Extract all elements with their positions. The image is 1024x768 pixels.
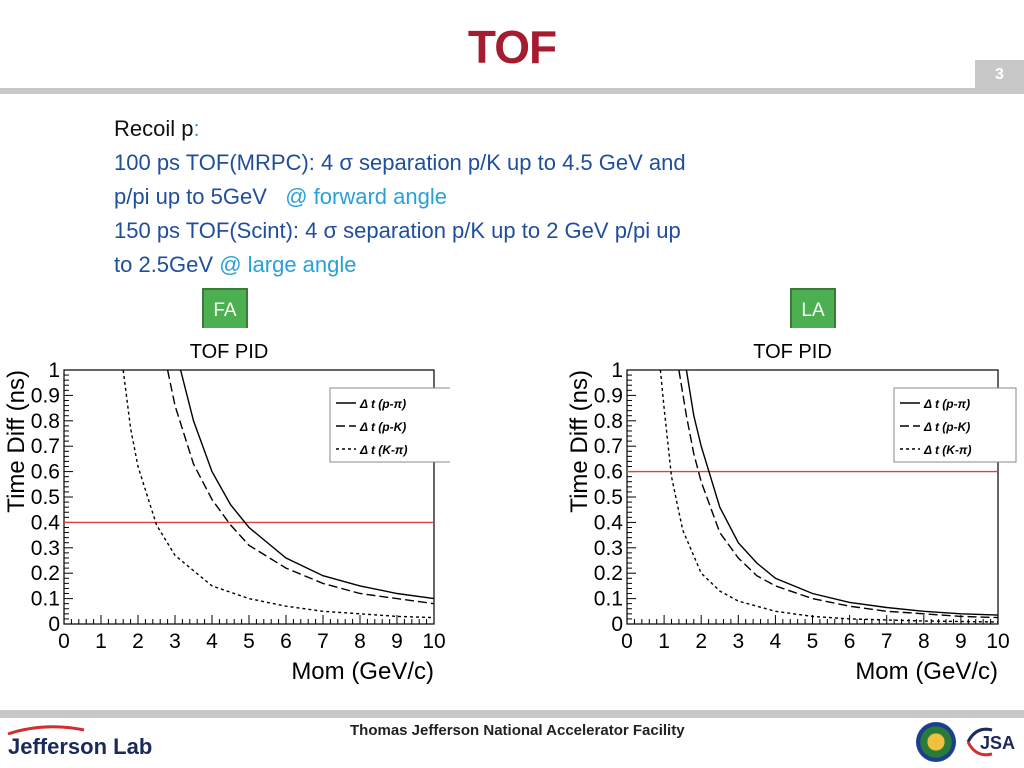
y-tick-label: 0.8 bbox=[31, 410, 60, 433]
legend-label: Δ t (p-π) bbox=[923, 397, 970, 411]
x-tick-label: 9 bbox=[391, 630, 403, 653]
y-tick-label: 0.8 bbox=[594, 410, 623, 433]
x-tick-label: 2 bbox=[695, 630, 707, 653]
y-tick-label: 0.6 bbox=[594, 461, 623, 484]
doe-seal-icon bbox=[916, 722, 956, 762]
y-tick-label: 0.4 bbox=[31, 511, 61, 534]
fa-tag: FA bbox=[202, 288, 248, 328]
y-tick-label: 0.1 bbox=[31, 588, 60, 611]
chart-panel-fa: TOF PID 0 1 2 3 4 5 6 7 8 9 10 0 0.1 0.2 0.3 0.4 0.5 0.6 0.… bbox=[0, 328, 450, 700]
y-tick-label: 0.3 bbox=[31, 537, 60, 560]
page-number: 3 bbox=[975, 60, 1024, 94]
jefferson-lab-text: Jefferson Lab bbox=[8, 734, 152, 759]
x-tick-label: 1 bbox=[95, 630, 107, 653]
recoil-colon: : bbox=[193, 116, 200, 141]
jsa-text: JSA bbox=[980, 733, 1015, 753]
series-line-dashed bbox=[678, 369, 999, 619]
body-line-3: p/pi up to 5GeV @ forward angle bbox=[114, 180, 794, 214]
y-tick-label: 0.9 bbox=[594, 384, 623, 407]
slide-title: TOF bbox=[467, 21, 557, 73]
y-tick-label: 0.9 bbox=[31, 384, 60, 407]
footer-divider bbox=[0, 710, 1024, 718]
x-tick-label: 7 bbox=[881, 630, 893, 653]
title-divider bbox=[0, 88, 975, 94]
chart-title: TOF PID bbox=[753, 341, 832, 363]
series-line-dashed bbox=[166, 369, 435, 605]
legend-label: Δ t (p-K) bbox=[359, 420, 406, 434]
y-tick-label: 0.4 bbox=[594, 511, 624, 534]
y-tick-label: 0 bbox=[48, 613, 60, 636]
y-tick-label: 0.3 bbox=[594, 537, 623, 560]
la-tag: LA bbox=[790, 288, 836, 328]
legend-label: Δ t (p-K) bbox=[923, 420, 970, 434]
series-line-dotted bbox=[122, 369, 435, 619]
y-tick-label: 0.7 bbox=[31, 435, 60, 458]
x-tick-label: 7 bbox=[317, 630, 329, 653]
x-tick-label: 4 bbox=[206, 630, 218, 653]
y-tick-label: 0.5 bbox=[594, 486, 623, 509]
chart-panel-la: TOF PID 0 1 2 3 4 5 6 7 8 9 10 0 0.1 0.2 0.3 0.4 0.5 0.6 0.… bbox=[514, 328, 1024, 700]
x-tick-label: 6 bbox=[280, 630, 292, 653]
y-tick-label: 0.2 bbox=[594, 562, 623, 585]
y-tick-label: 1 bbox=[611, 359, 623, 382]
jsa-logo: JSA bbox=[966, 727, 1015, 757]
forward-angle-label: @ forward angle bbox=[285, 184, 447, 209]
x-tick-label: 9 bbox=[955, 630, 967, 653]
body-line-1: Recoil p: bbox=[114, 112, 794, 146]
y-tick-label: 0 bbox=[611, 613, 623, 636]
x-tick-label: 0 bbox=[621, 630, 633, 653]
y-tick-label: 0.5 bbox=[31, 486, 60, 509]
x-axis-label: Mom (GeV/c) bbox=[291, 658, 434, 685]
x-tick-label: 10 bbox=[422, 630, 445, 653]
y-tick-label: 0.1 bbox=[594, 588, 623, 611]
x-tick-label: 5 bbox=[243, 630, 255, 653]
y-tick-label: 1 bbox=[48, 359, 60, 382]
x-tick-label: 10 bbox=[986, 630, 1009, 653]
x-tick-label: 2 bbox=[132, 630, 144, 653]
x-tick-label: 1 bbox=[658, 630, 670, 653]
y-tick-label: 0.2 bbox=[31, 562, 60, 585]
series-line-solid bbox=[685, 369, 999, 616]
legend-label: Δ t (p-π) bbox=[359, 397, 406, 411]
y-tick-label: 0.6 bbox=[31, 461, 60, 484]
x-tick-label: 8 bbox=[918, 630, 930, 653]
x-tick-label: 8 bbox=[354, 630, 366, 653]
legend-label: Δ t (K-π) bbox=[359, 443, 407, 457]
x-axis-label: Mom (GeV/c) bbox=[855, 658, 998, 685]
jefferson-lab-logo: Jefferson Lab bbox=[7, 725, 152, 759]
body-text: Recoil p: 100 ps TOF(MRPC): 4 σ separati… bbox=[114, 112, 794, 282]
y-axis-label: Time Diff (ns) bbox=[3, 370, 30, 513]
facility-name: Thomas Jefferson National Accelerator Fa… bbox=[350, 722, 685, 739]
legend-label: Δ t (K-π) bbox=[923, 443, 971, 457]
x-tick-label: 0 bbox=[58, 630, 70, 653]
y-axis-label: Time Diff (ns) bbox=[566, 370, 593, 513]
chart-title: TOF PID bbox=[190, 341, 269, 363]
recoil-label: Recoil p bbox=[114, 116, 194, 141]
body-line-3-main: p/pi up to 5GeV bbox=[114, 184, 286, 209]
series-line-solid bbox=[179, 369, 435, 600]
body-line-4: 150 ps TOF(Scint): 4 σ separation p/K up… bbox=[114, 218, 681, 243]
x-tick-label: 3 bbox=[732, 630, 744, 653]
body-line-5-main: to 2.5GeV bbox=[114, 252, 220, 277]
y-tick-label: 0.7 bbox=[594, 435, 623, 458]
large-angle-label: @ large angle bbox=[219, 252, 357, 277]
body-line-2: 100 ps TOF(MRPC): 4 σ separation p/K up … bbox=[114, 150, 686, 175]
x-tick-label: 4 bbox=[770, 630, 782, 653]
x-tick-label: 6 bbox=[844, 630, 856, 653]
body-line-5: to 2.5GeV @ large angle bbox=[114, 248, 794, 282]
x-tick-label: 5 bbox=[807, 630, 819, 653]
x-tick-label: 3 bbox=[169, 630, 181, 653]
